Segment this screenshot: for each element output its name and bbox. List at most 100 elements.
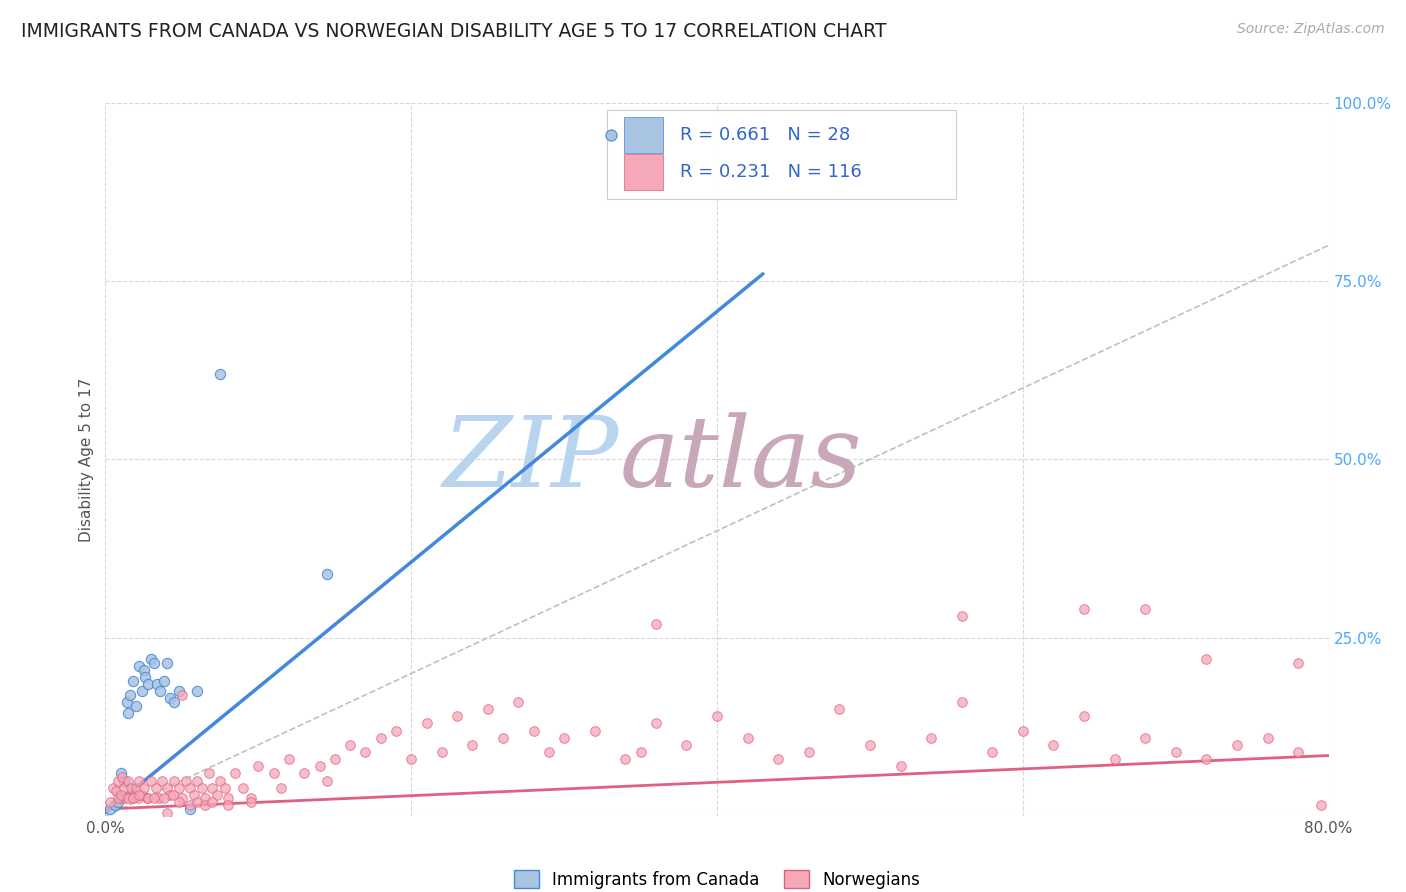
Point [614,752,637,766]
Point [217,798,239,813]
FancyBboxPatch shape [624,117,664,153]
Point [105,784,128,798]
Point [162,788,184,802]
Point [247,759,270,773]
Point [644,616,666,631]
Point [920,731,942,745]
Point [209,773,232,788]
Point [1195,652,1218,666]
Point [292,766,315,780]
Point [828,702,851,716]
Point [270,780,292,795]
Point [385,723,408,738]
Point [122,791,145,805]
Point [859,738,882,752]
Point [1073,709,1095,723]
Legend: Immigrants from Canada, Norwegians: Immigrants from Canada, Norwegians [508,863,927,892]
Point [232,780,254,795]
Point [461,738,484,752]
Point [128,788,150,802]
Point [981,745,1004,759]
Point [131,788,153,802]
Point [183,788,205,802]
Point [117,773,139,788]
Point [120,780,142,795]
Point [523,723,546,738]
Point [316,566,339,581]
Point [1195,752,1218,766]
Point [477,702,499,716]
Point [150,773,173,788]
Point [1256,731,1278,745]
Point [209,367,232,381]
Point [644,716,666,731]
Point [179,798,201,813]
Point [112,773,135,788]
Point [155,780,177,795]
Point [179,780,201,795]
Point [191,780,214,795]
Point [194,791,217,805]
Point [149,684,172,698]
Point [1164,745,1187,759]
Point [323,752,346,766]
Point [124,788,146,802]
Point [98,795,121,809]
Point [107,791,129,805]
Point [114,791,136,805]
Point [125,780,148,795]
Point [401,752,423,766]
Point [1042,738,1064,752]
Point [239,791,262,805]
Point [675,738,697,752]
Point [1286,656,1309,670]
Point [950,695,973,709]
Text: ZIP: ZIP [443,412,619,507]
Point [205,788,228,802]
Point [176,773,198,788]
Point [110,766,132,780]
Point [706,709,728,723]
Point [170,688,193,702]
Point [308,759,330,773]
Point [170,791,193,805]
Point [163,695,186,709]
Point [148,791,170,805]
Point [118,688,141,702]
Point [1226,738,1249,752]
Point [159,788,181,802]
Point [128,773,150,788]
Point [143,656,166,670]
Point [110,791,132,805]
Point [163,773,186,788]
Point [111,770,134,784]
Point [217,791,239,805]
Point [630,745,652,759]
Point [159,691,181,706]
Point [131,684,153,698]
Text: R = 0.661   N = 28: R = 0.661 N = 28 [681,126,851,144]
Point [112,780,135,795]
Point [950,609,973,624]
Point [117,791,139,805]
Point [143,791,166,805]
Point [146,677,169,691]
Point [145,780,167,795]
Point [1073,602,1095,616]
Text: R = 0.231   N = 116: R = 0.231 N = 116 [681,163,862,181]
Point [118,788,141,802]
Text: IMMIGRANTS FROM CANADA VS NORWEGIAN DISABILITY AGE 5 TO 17 CORRELATION CHART: IMMIGRANTS FROM CANADA VS NORWEGIAN DISA… [21,22,887,41]
Y-axis label: Disability Age 5 to 17: Disability Age 5 to 17 [79,377,94,541]
Point [214,780,236,795]
Point [167,684,190,698]
Point [135,791,157,805]
Point [797,745,820,759]
Point [101,780,124,795]
Point [115,695,138,709]
Point [107,795,129,809]
Text: Source: ZipAtlas.com: Source: ZipAtlas.com [1237,22,1385,37]
Point [132,663,155,677]
Point [370,731,392,745]
Point [167,780,190,795]
Point [194,798,217,813]
